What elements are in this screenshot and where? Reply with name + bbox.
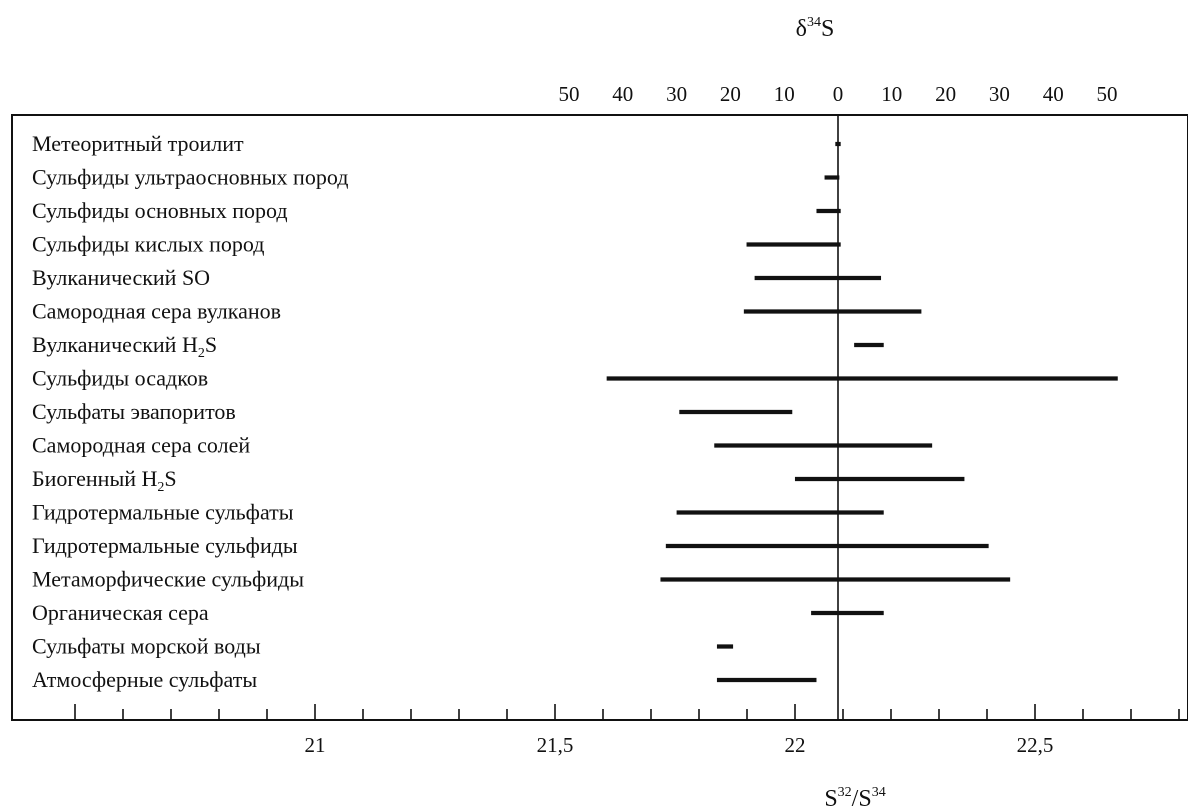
category-label: Сульфиды осадков bbox=[32, 366, 208, 391]
bottom-tick-label: 21,5 bbox=[537, 733, 574, 757]
top-tick-label: 20 bbox=[935, 82, 956, 106]
top-tick-label: 50 bbox=[1097, 82, 1118, 106]
top-tick-label: 0 bbox=[833, 82, 844, 106]
category-label: Гидротермальные сульфаты bbox=[32, 500, 294, 525]
category-label-main: Биогенный H bbox=[32, 466, 158, 491]
category-label: Самородная сера солей bbox=[32, 433, 250, 458]
category-labels: Метеоритный троилит Сульфиды ультраосновн… bbox=[32, 131, 348, 692]
top-tick-label: 10 bbox=[881, 82, 902, 106]
category-label: Вулканический H2S bbox=[32, 332, 217, 361]
category-label: Сульфаты эвапоритов bbox=[32, 399, 236, 424]
top-axis-title-main: δ bbox=[796, 16, 807, 42]
category-label: Сульфиды кислых пород bbox=[32, 232, 265, 257]
category-label-sub: 2 bbox=[198, 346, 205, 361]
bottom-axis-title-sup2: 34 bbox=[872, 785, 886, 800]
bottom-tick-label: 22,5 bbox=[1017, 733, 1054, 757]
top-axis-title-tail: S bbox=[821, 16, 834, 42]
top-tick-label: 40 bbox=[1043, 82, 1064, 106]
category-label-tail: S bbox=[205, 332, 217, 357]
top-tick-label: 40 bbox=[612, 82, 633, 106]
top-axis-title: δ34S bbox=[796, 15, 835, 42]
top-axis-title-sup: 34 bbox=[807, 15, 821, 30]
category-label: Органическая сера bbox=[32, 600, 209, 625]
bottom-axis-title-sup1: 32 bbox=[838, 785, 852, 800]
range-bars bbox=[606, 141, 1118, 683]
category-label: Сульфиды основных пород bbox=[32, 198, 288, 223]
plot-frame bbox=[11, 114, 1188, 721]
top-tick-label: 30 bbox=[666, 82, 687, 106]
category-label-sub: 2 bbox=[157, 480, 164, 495]
category-label: Метеоритный троилит bbox=[32, 131, 244, 156]
category-label: Гидротермальные сульфиды bbox=[32, 533, 298, 558]
category-label: Биогенный H2S bbox=[32, 466, 177, 495]
bottom-tick-label: 22 bbox=[785, 733, 806, 757]
category-label: Метаморфические сульфиды bbox=[32, 567, 304, 592]
category-label: Атмосферные сульфаты bbox=[32, 667, 257, 692]
bottom-axis-title-slash: /S bbox=[852, 786, 872, 811]
category-label-main: Вулканический H bbox=[32, 332, 198, 357]
bottom-axis-title: S32/S34 bbox=[824, 785, 885, 811]
category-label: Сульфаты морской воды bbox=[32, 634, 261, 659]
category-label: Сульфиды ультраосновных пород bbox=[32, 165, 348, 190]
top-tick-label: 50 bbox=[559, 82, 580, 106]
category-label-tail: S bbox=[164, 466, 176, 491]
category-label: Самородная сера вулканов bbox=[32, 299, 281, 324]
top-tick-label: 30 bbox=[989, 82, 1010, 106]
bottom-tick-label: 21 bbox=[305, 733, 326, 757]
bottom-axis-title-s1: S bbox=[824, 786, 837, 811]
top-tick-label: 10 bbox=[774, 82, 795, 106]
top-tick-label: 20 bbox=[720, 82, 741, 106]
top-axis-ticks: 50 40 30 20 10 0 10 20 30 40 50 bbox=[559, 82, 1118, 106]
category-label: Вулканический SO bbox=[32, 265, 210, 290]
